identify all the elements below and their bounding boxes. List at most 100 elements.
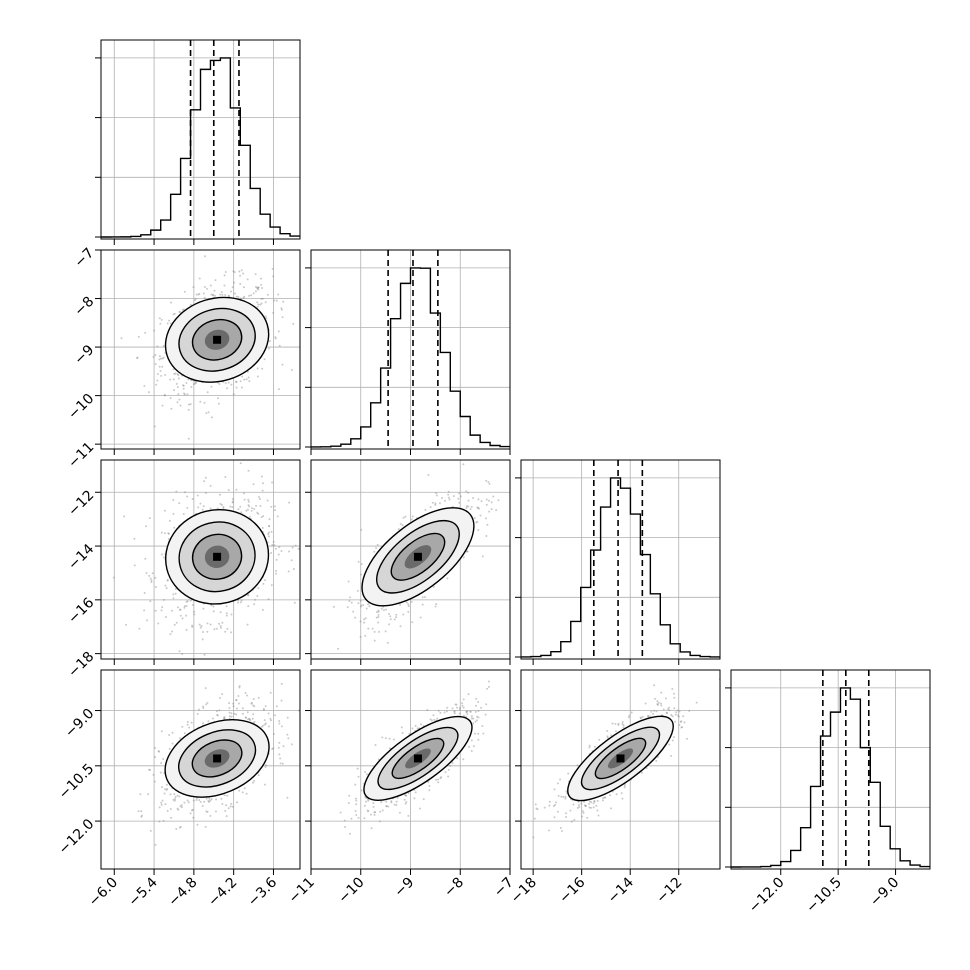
scatter-point xyxy=(407,814,410,817)
scatter-point xyxy=(267,533,270,536)
scatter-point xyxy=(286,796,289,799)
scatter-point xyxy=(156,345,159,348)
scatter-point xyxy=(188,726,191,729)
panel-2-2 xyxy=(515,459,721,665)
scatter-point xyxy=(447,768,450,771)
scatter-point xyxy=(459,706,462,709)
scatter-point xyxy=(264,723,267,726)
scatter-point xyxy=(437,778,440,781)
scatter-point xyxy=(281,316,284,319)
panel-frame xyxy=(520,459,721,660)
scatter-point xyxy=(154,586,157,589)
scatter-point xyxy=(192,816,195,819)
scatter-point xyxy=(224,271,227,274)
scatter-point xyxy=(367,603,370,606)
scatter-point xyxy=(246,508,249,511)
scatter-point xyxy=(173,389,176,392)
scatter-point xyxy=(264,705,267,708)
scatter-point xyxy=(348,600,351,603)
scatter-point xyxy=(209,284,212,287)
scatter-point xyxy=(377,613,380,616)
scatter-point xyxy=(157,750,160,753)
scatter-point xyxy=(220,291,223,294)
scatter-point xyxy=(162,556,165,559)
scatter-point xyxy=(246,278,249,281)
scatter-point xyxy=(260,283,263,286)
scatter-point xyxy=(198,292,201,295)
scatter-point xyxy=(259,504,262,507)
scatter-point xyxy=(251,717,254,720)
scatter-point xyxy=(150,579,153,582)
scatter-point xyxy=(348,794,351,797)
scatter-point xyxy=(257,286,260,289)
scatter-point xyxy=(202,292,205,295)
scatter-point xyxy=(511,500,513,502)
scatter-point xyxy=(250,702,253,705)
scatter-point xyxy=(407,610,410,613)
scatter-point xyxy=(186,393,189,396)
scatter-point xyxy=(215,627,218,630)
panel-frame xyxy=(310,249,511,450)
scatter-point xyxy=(163,393,166,396)
scatter-point xyxy=(177,374,180,377)
scatter-point xyxy=(227,807,230,810)
scatter-point xyxy=(239,601,242,604)
scatter-point xyxy=(260,725,263,728)
scatter-point xyxy=(273,714,276,717)
scatter-point xyxy=(171,630,174,633)
scatter-point xyxy=(451,707,454,710)
density-peak xyxy=(413,552,422,561)
scatter-point xyxy=(469,710,472,713)
scatter-point xyxy=(263,783,266,786)
scatter-point xyxy=(419,807,422,810)
scatter-point xyxy=(248,718,251,721)
scatter-point xyxy=(375,611,378,614)
scatter-point xyxy=(434,503,437,506)
scatter-point xyxy=(363,621,366,624)
scatter-point xyxy=(366,809,369,812)
scatter-point xyxy=(165,587,168,590)
scatter-point xyxy=(487,680,490,683)
scatter-point xyxy=(228,702,231,705)
scatter-point xyxy=(261,526,264,529)
scatter-point xyxy=(172,498,175,501)
scatter-point xyxy=(140,814,143,817)
scatter-point xyxy=(267,725,270,728)
scatter-point xyxy=(186,721,189,724)
scatter-point xyxy=(280,307,283,310)
scatter-point xyxy=(485,534,488,537)
scatter-point xyxy=(435,492,438,495)
scatter-point xyxy=(368,605,371,608)
scatter-point xyxy=(222,507,225,510)
scatter-point xyxy=(452,495,455,498)
scatter-point xyxy=(434,605,437,608)
scatter-point xyxy=(169,322,172,325)
scatter-point xyxy=(246,711,249,714)
scatter-point xyxy=(270,551,273,554)
scatter-point xyxy=(485,703,488,706)
scatter-point xyxy=(407,603,410,606)
scatter-point xyxy=(393,803,396,806)
scatter-point xyxy=(374,811,377,814)
scatter-point xyxy=(214,810,217,813)
scatter-point xyxy=(476,520,479,523)
scatter-point xyxy=(458,492,461,495)
scatter-point xyxy=(477,716,480,719)
scatter-point xyxy=(286,733,289,736)
scatter-point xyxy=(241,375,244,378)
scatter-point xyxy=(237,295,240,298)
scatter-point xyxy=(272,540,275,543)
scatter-point xyxy=(261,297,264,300)
scatter-point xyxy=(261,367,264,370)
scatter-point xyxy=(166,579,169,582)
scatter-point xyxy=(232,270,235,273)
scatter-point xyxy=(182,513,185,516)
scatter-point xyxy=(112,576,115,579)
scatter-point xyxy=(671,688,674,691)
scatter-point xyxy=(242,296,245,299)
scatter-point xyxy=(231,501,234,504)
scatter-point xyxy=(174,798,177,801)
scatter-point xyxy=(162,757,165,760)
scatter-point xyxy=(467,491,470,494)
scatter-point xyxy=(198,799,201,802)
